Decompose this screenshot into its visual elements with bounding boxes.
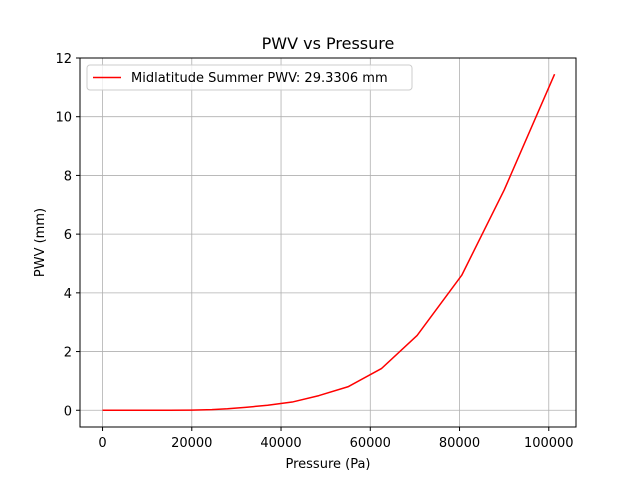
legend: Midlatitude Summer PWV: 29.3306 mm [86, 64, 413, 91]
x-tick-label: 60000 [350, 436, 391, 451]
y-tick-label: 8 [64, 169, 72, 184]
series-line [102, 73, 556, 412]
ticks: 0 20000 40000 60000 80000 100000 0 2 4 6 8 10 12 [55, 52, 573, 451]
y-tick-label: 4 [64, 287, 72, 302]
chart-title: PWV vs Pressure [262, 34, 395, 53]
legend-box [86, 64, 413, 91]
y-axis-label: PWV (mm) [33, 208, 48, 277]
series [102, 73, 556, 412]
y-tick-label: 0 [64, 404, 72, 419]
x-tick-label: 40000 [260, 436, 301, 451]
y-tick-label: 12 [55, 52, 72, 67]
x-axis-label: Pressure (Pa) [285, 457, 370, 472]
y-tick-label: 10 [55, 111, 72, 126]
grid [80, 57, 576, 427]
y-tick-label: 6 [64, 228, 72, 243]
axes-frame [79, 57, 577, 428]
y-tick-label: 2 [64, 346, 72, 361]
legend-label: Midlatitude Summer PWV: 29.3306 mm [131, 71, 388, 86]
x-tick-label: 0 [98, 436, 106, 451]
x-tick-label: 100000 [524, 436, 574, 451]
x-tick-label: 80000 [439, 436, 480, 451]
x-tick-label: 20000 [171, 436, 212, 451]
